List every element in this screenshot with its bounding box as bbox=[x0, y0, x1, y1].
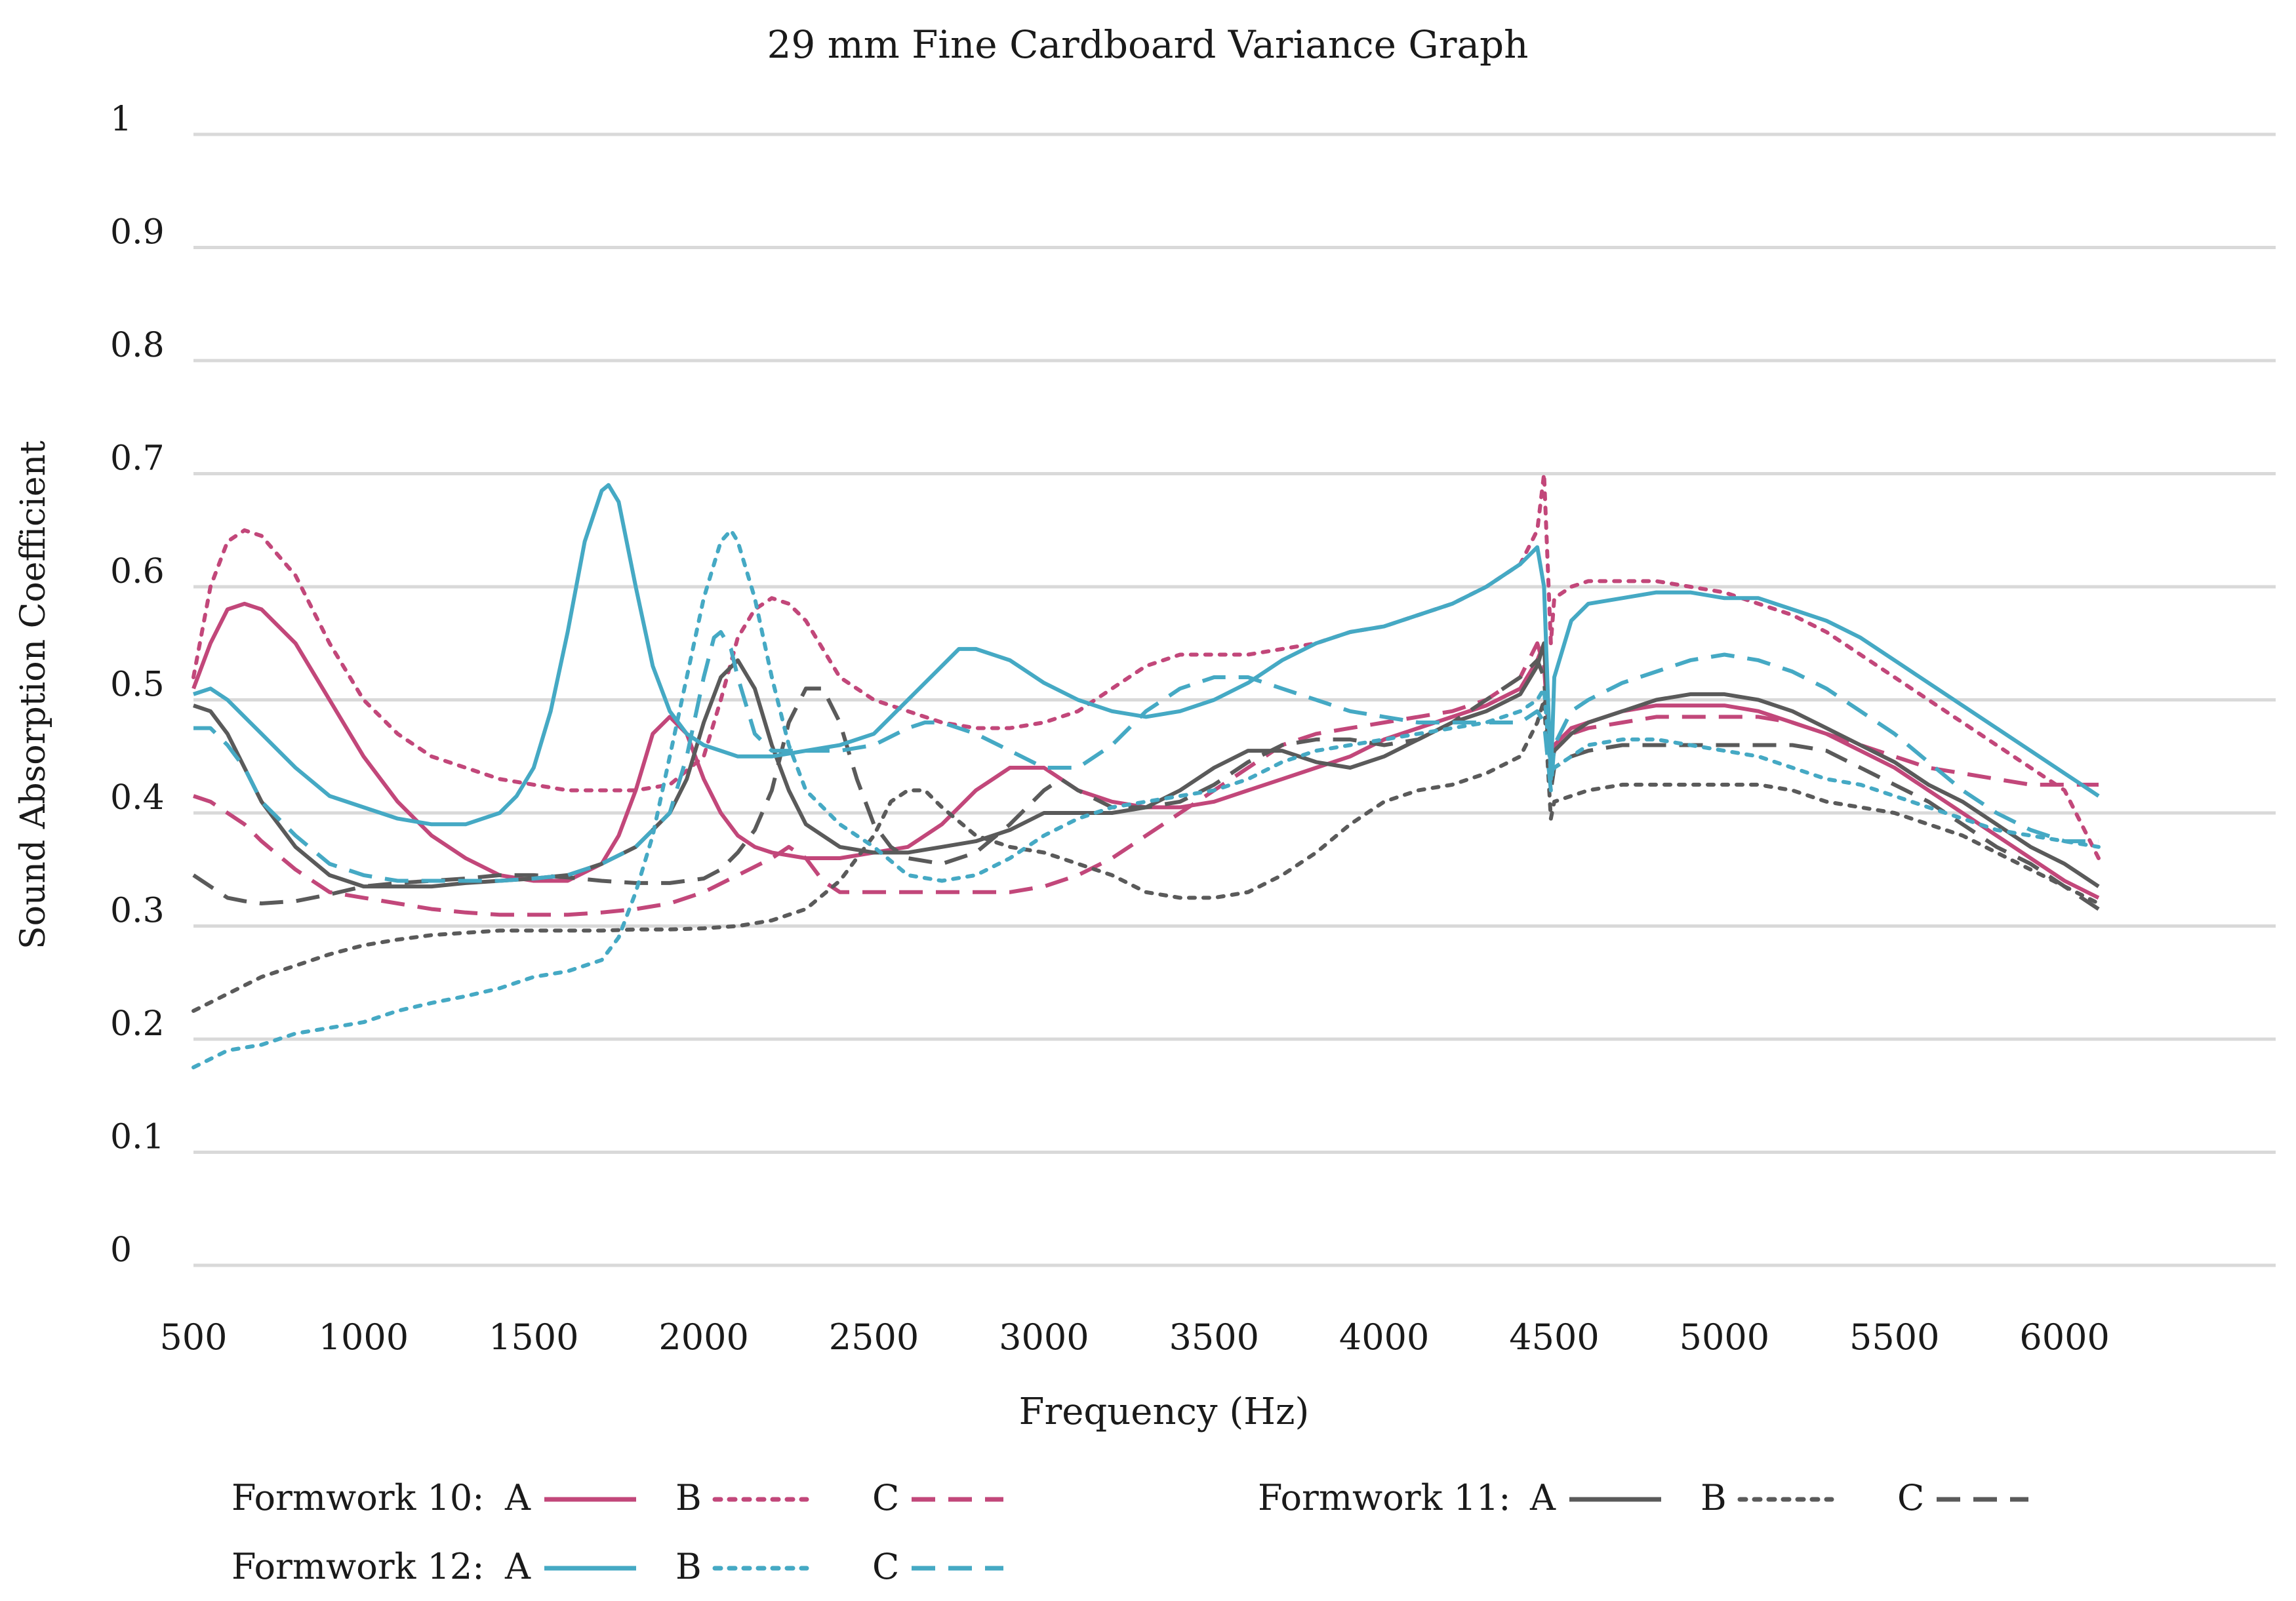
y-tick-label: 0.2 bbox=[110, 1004, 165, 1044]
series-line-formwork-12-b bbox=[191, 528, 2101, 1070]
series-line-formwork-11-b bbox=[191, 698, 2101, 1013]
legend-group-label: Formwork 12: bbox=[232, 1546, 484, 1587]
x-tick-label: 5000 bbox=[1680, 1316, 1769, 1358]
x-tick-label: 3500 bbox=[1169, 1316, 1259, 1358]
y-tick-label: 1 bbox=[110, 100, 132, 139]
legend-entry-label: C bbox=[872, 1546, 899, 1587]
series-line-formwork-11-c bbox=[192, 658, 2100, 911]
y-axis-ticks: 0 0.1 0.2 0.3 0.4 0.5 0.6 0.7 0.8 0.9 1 bbox=[110, 100, 165, 1270]
x-axis-label: Frequency (Hz) bbox=[1019, 1391, 1310, 1433]
series-line-formwork-10-a bbox=[191, 601, 2100, 900]
chart-title: 29 mm Fine Cardboard Variance Graph bbox=[767, 22, 1528, 67]
x-tick-label: 2000 bbox=[658, 1316, 748, 1358]
gridlines bbox=[193, 132, 2276, 1267]
legend-entry-label: C bbox=[872, 1477, 899, 1518]
series-line-formwork-12-a bbox=[193, 483, 2100, 827]
x-tick-label: 1500 bbox=[489, 1316, 578, 1358]
y-tick-label: 0 bbox=[110, 1231, 132, 1270]
legend-entry-label: C bbox=[1897, 1477, 1924, 1518]
x-tick-label: 5500 bbox=[1849, 1316, 1939, 1358]
legend: Formwork 10: A B C Formwork 11: A B C Formwork 1… bbox=[232, 1477, 2028, 1587]
x-tick-label: 2500 bbox=[829, 1316, 919, 1358]
x-tick-label: 6000 bbox=[2019, 1316, 2109, 1358]
y-tick-label: 0.3 bbox=[110, 892, 165, 931]
x-tick-label: 4500 bbox=[1509, 1316, 1599, 1358]
legend-entry-label: A bbox=[1529, 1477, 1556, 1518]
y-tick-label: 0.6 bbox=[110, 552, 165, 591]
legend-entry-label: B bbox=[675, 1477, 702, 1518]
x-tick-label: 1000 bbox=[319, 1316, 409, 1358]
y-tick-label: 0.7 bbox=[110, 439, 165, 479]
legend-group-label: Formwork 11: bbox=[1258, 1477, 1510, 1518]
legend-entry-label: B bbox=[675, 1546, 702, 1587]
legend-entry-label: A bbox=[504, 1546, 531, 1587]
y-tick-label: 0.9 bbox=[110, 213, 165, 252]
series-line-formwork-12-c bbox=[193, 630, 2099, 883]
x-tick-label: 4000 bbox=[1339, 1316, 1429, 1358]
x-axis-ticks: 500 1000 1500 2000 2500 3000 3500 4000 4500 5000 5… bbox=[159, 1316, 2109, 1358]
series-line-formwork-11-a bbox=[193, 641, 2100, 889]
series-lines bbox=[191, 471, 2101, 1070]
y-tick-label: 0.1 bbox=[110, 1118, 165, 1157]
y-axis-label: Sound Absorption Coefficient bbox=[14, 441, 53, 949]
x-tick-label: 3000 bbox=[999, 1316, 1089, 1358]
x-tick-label: 500 bbox=[159, 1316, 227, 1358]
legend-entry-label: B bbox=[1701, 1477, 1727, 1518]
series-line-formwork-10-b bbox=[191, 471, 2101, 860]
y-tick-label: 0.8 bbox=[110, 326, 165, 365]
legend-entry-label: A bbox=[504, 1477, 531, 1518]
series-line-formwork-10-c bbox=[193, 641, 2099, 917]
y-tick-label: 0.4 bbox=[110, 778, 165, 818]
y-tick-label: 0.5 bbox=[110, 665, 165, 705]
legend-group-label: Formwork 10: bbox=[232, 1477, 484, 1518]
